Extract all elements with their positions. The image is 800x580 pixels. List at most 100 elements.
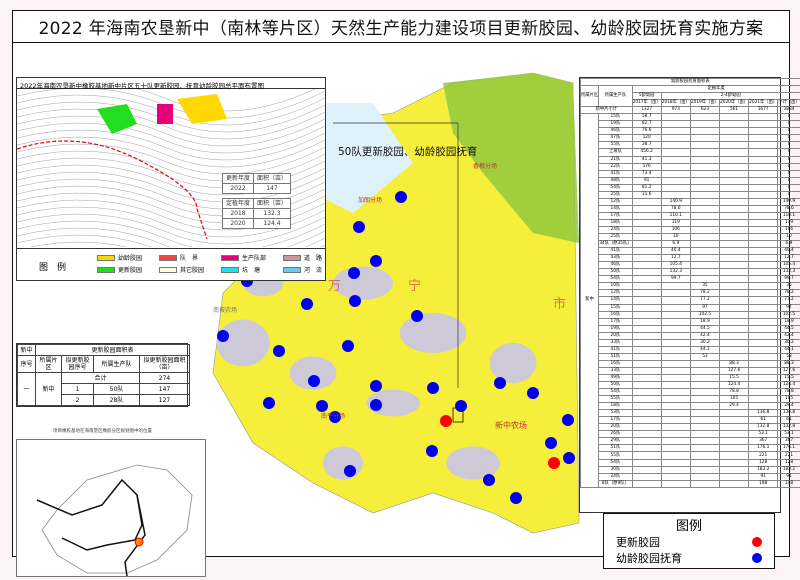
other-rubber-patch [333,266,393,299]
cell: 78.8 [778,389,800,396]
cell: 127.6 [719,367,748,374]
cell [749,156,778,163]
young-rubber-site-marker[interactable] [349,295,361,307]
cell [632,459,661,466]
cell [749,198,778,205]
cell [749,226,778,233]
young-rubber-site-marker[interactable] [510,492,522,504]
cell: 19队 [599,325,632,332]
cell [719,234,748,241]
cell [690,473,719,480]
young-rubber-site-marker[interactable] [494,377,506,389]
young-rubber-site-marker[interactable] [563,452,575,464]
cell: 24队 [599,226,632,233]
cell: 41队 [599,170,632,177]
cell [719,283,748,290]
callout-label: 50队更新胶园、幼龄胶园抚育 [338,144,477,159]
young-rubber-site-marker[interactable] [370,255,382,267]
young-rubber-site-marker[interactable] [370,380,382,392]
blue-dot-icon [752,553,762,563]
cell [690,241,719,248]
young-rubber-site-marker[interactable] [344,465,356,477]
young-rubber-site-marker[interactable] [527,387,539,399]
table-row: 54队128128128 [581,459,800,466]
cell [749,332,778,339]
cell [719,241,748,248]
cell: 54队 [599,459,632,466]
young-rubber-site-marker[interactable] [562,414,574,426]
header-cell: 2017年（亩） [632,100,661,107]
cell: 78.8 [719,389,748,396]
cell: 新中 [36,373,62,406]
cell: 124.4 [778,382,800,389]
legend-label: 生产队部 [242,253,266,262]
cell [661,283,690,290]
young-rubber-site-marker[interactable] [395,191,407,203]
cell: 12队 [599,290,632,297]
cell [719,346,748,353]
young-rubber-site-marker[interactable] [263,397,275,409]
cell [749,290,778,297]
cell [632,396,661,403]
cell: 51队 [599,353,632,360]
young-rubber-site-marker[interactable] [483,474,495,486]
cell [719,121,748,128]
team-hq [157,104,173,124]
renew-rubber-site-marker[interactable] [548,457,560,469]
cell [749,403,778,410]
swatch-icon [221,267,239,273]
renew-rubber-site-marker[interactable] [440,415,452,427]
young-rubber-site-marker[interactable] [353,221,365,233]
cell [632,297,661,304]
young-rubber-site-marker[interactable] [455,400,467,412]
cell [749,311,778,318]
young-rubber-site-marker[interactable] [342,340,354,352]
cell: 54队 [599,184,632,191]
cell [690,480,719,487]
cell [719,156,748,163]
young-rubber-site-marker[interactable] [426,445,438,457]
cell [719,184,748,191]
young-rubber-site-marker[interactable] [411,310,423,322]
total-value: 274 [140,373,190,384]
cell: 2022 [223,184,254,194]
cell: 29队 [599,438,632,445]
cell: 55队 [599,396,632,403]
cell: 29.4 [778,403,800,410]
cell: 18.9 [690,318,719,325]
young-rubber-site-marker[interactable] [545,437,557,449]
inset-legend: 图 例 幼龄胶园更新胶园队 界其它胶园生产队部坑 塘道 路河 流 [17,248,325,280]
cell: 22队 [599,163,632,170]
young-rubber-site-marker[interactable] [308,375,320,387]
legend-item-young: 幼龄胶园抚育 [604,550,774,566]
young-rubber-site-marker[interactable] [301,298,313,310]
inset-title: 2022年海南农垦新中橡胶基地新中片区五十队更新胶园、抚育幼龄胶园总平面布置图 [17,78,325,89]
cell [719,417,748,424]
cell [690,149,719,156]
young-rubber-site-marker[interactable] [217,330,229,342]
young-rubber-site-marker[interactable] [427,382,439,394]
cell [632,332,661,339]
cell: 221 [749,452,778,459]
young-rubber-site-marker[interactable] [273,345,285,357]
cell: 26队 [599,431,632,438]
young-rubber-site-marker[interactable] [370,399,382,411]
cell [719,142,748,149]
cell [749,170,778,177]
young-rubber-site-marker[interactable] [348,267,360,279]
cell [661,445,690,452]
cell: 51队 [599,445,632,452]
cell [632,466,661,473]
cell: 124.4 [719,382,748,389]
cell: 367 [749,438,778,445]
cell [632,318,661,325]
